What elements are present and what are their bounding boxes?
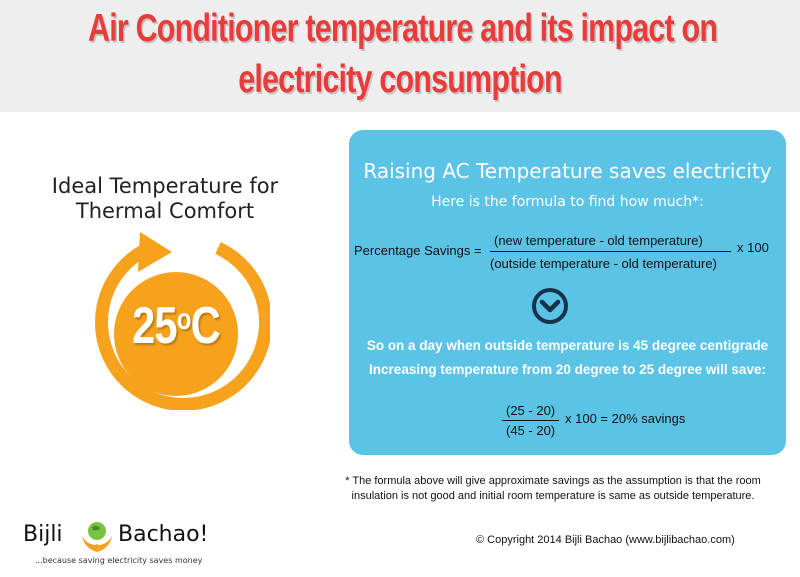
- degree-symbol: o: [176, 303, 192, 336]
- example-denominator: (45 - 20): [506, 423, 556, 438]
- footnote-line-1: * The formula above will give approximat…: [345, 475, 761, 487]
- footnote: * The formula above will give approximat…: [318, 474, 788, 504]
- formula-denominator: (outside temperature - old temperature): [490, 256, 717, 271]
- example-fraction-bar: [502, 420, 559, 421]
- temperature-value: 25oC: [132, 297, 221, 355]
- formula-panel: Raising AC Temperature saves electricity…: [349, 130, 786, 455]
- panel-title: Raising AC Temperature saves electricity: [363, 159, 772, 183]
- formula-label: Percentage Savings =: [354, 243, 482, 258]
- temperature-disc: [114, 272, 238, 396]
- panel-subtitle: Here is the formula to find how much*:: [431, 194, 704, 210]
- ideal-label-line-2: Thermal Comfort: [75, 199, 255, 223]
- footnote-line-2: insulation is not good and initial room …: [351, 490, 755, 502]
- example-condition: So on a day when outside temperature is …: [366, 338, 769, 353]
- chevron-down-circle-icon: [532, 288, 568, 324]
- arrow-head-icon: [138, 232, 172, 272]
- ideal-label-line-1: Ideal Temperature for: [51, 174, 279, 198]
- brand-logo: Bijli Bachao! ...because saving electric…: [23, 522, 238, 572]
- logo-tagline: ...because saving electricity saves mone…: [35, 556, 203, 565]
- example-change: Increasing temperature from 20 degree to…: [369, 362, 766, 377]
- header-banner: Air Conditioner temperature and its impa…: [0, 0, 800, 112]
- page-title-line-1: Air Conditioner temperature and its impa…: [88, 7, 718, 50]
- circular-arrow-icon: [95, 232, 270, 410]
- ideal-temperature-label: Ideal Temperature for Thermal Comfort: [40, 174, 290, 224]
- example-numerator: (25 - 20): [506, 403, 556, 418]
- example-result: x 100 = 20% savings: [565, 411, 686, 426]
- page-title-line-2: electricity consumption: [238, 58, 562, 101]
- globe-hands-icon: [82, 522, 112, 552]
- formula-fraction-bar: [490, 251, 731, 252]
- copyright-notice: © Copyright 2014 Bijli Bachao (www.bijli…: [476, 534, 735, 546]
- logo-word-bachao: Bachao!: [118, 522, 209, 547]
- formula-multiplier: x 100: [737, 240, 769, 255]
- logo-word-bijli: Bijli: [23, 522, 63, 547]
- formula-numerator: (new temperature - old temperature): [494, 233, 703, 248]
